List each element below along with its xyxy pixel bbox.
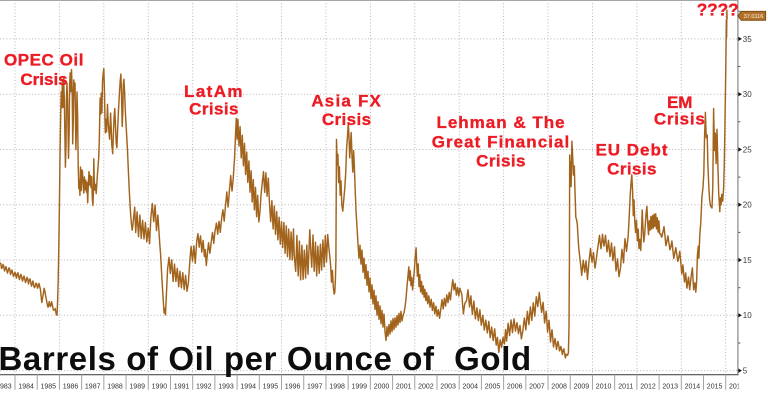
svg-text:2001: 2001	[396, 383, 412, 390]
svg-text:1991: 1991	[174, 383, 190, 390]
svg-text:Lehman & The: Lehman & The	[436, 113, 565, 132]
svg-text:2004: 2004	[463, 383, 479, 390]
svg-text:Asia FX: Asia FX	[311, 91, 382, 110]
svg-text:5: 5	[743, 367, 748, 376]
svg-text:LatAm: LatAm	[184, 82, 244, 101]
svg-text:25: 25	[743, 145, 752, 154]
svg-text:1987: 1987	[85, 383, 101, 390]
svg-text:1992: 1992	[196, 383, 212, 390]
svg-text:2007: 2007	[529, 383, 545, 390]
svg-text:Crisis: Crisis	[189, 100, 239, 119]
svg-text:37.0116: 37.0116	[744, 14, 764, 20]
svg-text:1986: 1986	[63, 383, 79, 390]
svg-text:2011: 2011	[618, 383, 633, 390]
svg-text:1995: 1995	[263, 383, 279, 390]
svg-text:1996: 1996	[285, 383, 301, 390]
svg-text:1989: 1989	[129, 383, 145, 390]
svg-text:2014: 2014	[685, 383, 701, 390]
svg-text:2008: 2008	[551, 383, 567, 390]
svg-text:1985: 1985	[41, 383, 57, 390]
svg-text:35: 35	[743, 35, 752, 44]
svg-text:1990: 1990	[152, 383, 168, 390]
svg-text:2012: 2012	[640, 383, 656, 390]
svg-text:Crisis: Crisis	[322, 110, 372, 129]
svg-text:Crisis: Crisis	[476, 152, 526, 171]
svg-text:????: ????	[697, 0, 739, 19]
svg-text:2013: 2013	[662, 383, 678, 390]
svg-text:OPEC Oil: OPEC Oil	[4, 50, 84, 69]
svg-text:Barrels of Oil per Ounce of G: Barrels of Oil per Ounce of Gold	[0, 340, 532, 377]
svg-text:30: 30	[743, 90, 752, 99]
svg-text:2016: 2016	[729, 383, 745, 390]
svg-text:2015: 2015	[707, 383, 723, 390]
svg-text:1999: 1999	[352, 383, 368, 390]
svg-text:2010: 2010	[596, 383, 612, 390]
svg-text:1984: 1984	[18, 383, 34, 390]
svg-text:10: 10	[743, 311, 752, 320]
svg-text:Crisis: Crisis	[654, 109, 706, 128]
svg-text:2002: 2002	[418, 383, 434, 390]
svg-text:Crisis: Crisis	[607, 159, 657, 178]
svg-text:2006: 2006	[507, 383, 523, 390]
svg-text:1993: 1993	[218, 383, 234, 390]
svg-text:1997: 1997	[307, 383, 323, 390]
svg-text:2003: 2003	[440, 383, 456, 390]
svg-text:EM: EM	[667, 93, 693, 112]
svg-text:1998: 1998	[329, 383, 345, 390]
svg-text:EU Debt: EU Debt	[595, 141, 668, 160]
svg-text:1983: 1983	[0, 383, 12, 390]
svg-text:20: 20	[743, 201, 752, 210]
svg-text:Crisis: Crisis	[20, 70, 67, 89]
svg-text:2005: 2005	[485, 383, 501, 390]
svg-text:1994: 1994	[240, 383, 256, 390]
svg-text:2000: 2000	[374, 383, 390, 390]
svg-text:1988: 1988	[107, 383, 123, 390]
svg-text:15: 15	[743, 256, 752, 265]
svg-text:2009: 2009	[574, 383, 590, 390]
svg-text:Great Financial: Great Financial	[432, 133, 571, 152]
